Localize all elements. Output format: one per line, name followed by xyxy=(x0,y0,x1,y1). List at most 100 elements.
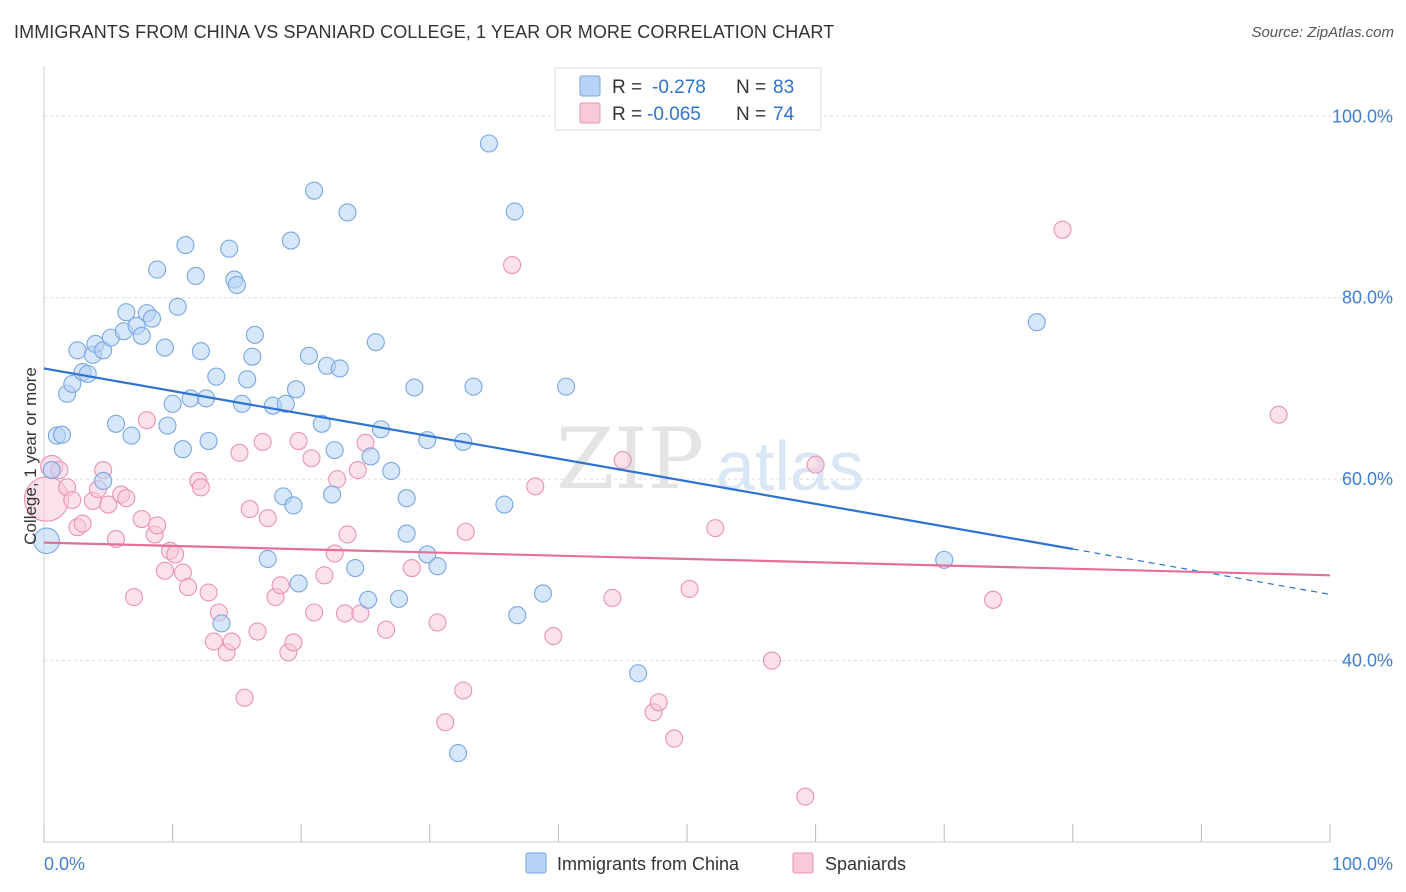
spaniard-point xyxy=(204,632,223,651)
bottom-legend-swatch-spaniards xyxy=(792,852,814,874)
legend-swatch-china xyxy=(579,75,601,97)
china-point xyxy=(479,134,499,153)
china-point xyxy=(42,461,61,480)
spaniard-point xyxy=(325,544,344,563)
china-point xyxy=(305,181,324,200)
spaniard-point xyxy=(302,449,321,468)
spaniard-point xyxy=(526,477,545,496)
china-point xyxy=(629,664,648,683)
spaniard-point xyxy=(338,525,357,544)
china-point xyxy=(243,347,262,366)
x-tick-label: 100.0% xyxy=(1332,854,1393,874)
y-tick-label: 100.0% xyxy=(1332,106,1393,126)
spaniard-point xyxy=(680,579,699,598)
china-point xyxy=(325,441,344,460)
spaniard-point xyxy=(137,411,156,430)
china-point xyxy=(359,590,378,609)
china-point xyxy=(155,338,174,357)
china-point xyxy=(117,303,136,322)
tick-labels: 100.0% 80.0% 60.0% 40.0% 0.0% 100.0% xyxy=(44,106,1393,874)
china-point xyxy=(397,489,416,508)
axes xyxy=(43,66,1331,843)
spaniard-point xyxy=(248,622,267,641)
china-point xyxy=(428,557,447,576)
china-point xyxy=(495,495,514,514)
spaniard-point xyxy=(235,688,254,707)
spaniard-point xyxy=(436,713,455,732)
china-point xyxy=(284,496,303,515)
bottom-legend-label-spaniards: Spaniards xyxy=(825,854,906,874)
bottom-legend-swatch-china xyxy=(525,852,547,874)
spaniard-point xyxy=(315,566,334,585)
china-point xyxy=(94,471,113,491)
china-point xyxy=(68,341,87,360)
china-point xyxy=(330,359,349,378)
spaniard-point xyxy=(544,627,563,646)
spaniard-point xyxy=(222,632,241,651)
spaniard-point xyxy=(454,681,473,700)
spaniard-point xyxy=(348,461,367,480)
china-point xyxy=(52,425,72,444)
china-point xyxy=(299,346,318,365)
legend-n-label-spaniards: N = xyxy=(736,104,766,125)
bottom-legend-label-china: Immigrants from China xyxy=(557,854,740,874)
china-point xyxy=(199,431,218,451)
china-point xyxy=(935,550,954,569)
grid-lines xyxy=(44,115,1392,662)
china-point xyxy=(186,266,205,285)
china-point xyxy=(449,744,468,763)
china-point xyxy=(397,524,416,543)
spaniard-point xyxy=(305,603,324,622)
spaniard-point xyxy=(284,633,303,652)
china-point xyxy=(163,394,182,413)
china-point xyxy=(281,231,300,250)
spaniard-point xyxy=(665,729,684,748)
legend: R = -0.278 N = 83 R = -0.065 N = 74 xyxy=(554,67,822,131)
china-point xyxy=(220,239,239,258)
china-point xyxy=(346,558,365,578)
spaniard-point xyxy=(99,495,118,514)
china-point xyxy=(227,275,246,295)
china-point xyxy=(289,574,308,593)
legend-swatch-spaniards xyxy=(579,102,601,124)
china-point xyxy=(33,527,60,555)
china-point xyxy=(106,414,126,433)
legend-r-value-spaniards: -0.065 xyxy=(647,104,701,125)
spaniard-point xyxy=(402,558,421,578)
spaniard-point xyxy=(117,489,136,508)
y-tick-label: 60.0% xyxy=(1342,469,1393,489)
spaniard-point xyxy=(649,693,668,712)
spaniard-point xyxy=(613,451,632,470)
spaniard-point xyxy=(806,455,825,474)
china-point xyxy=(533,584,553,603)
spaniard-point xyxy=(335,604,354,623)
spaniard-point xyxy=(503,256,522,275)
china-point xyxy=(312,414,331,433)
spaniard-point xyxy=(258,509,277,528)
china-point xyxy=(382,461,401,481)
spaniard-point xyxy=(428,613,447,632)
china-point xyxy=(508,606,527,625)
china-point xyxy=(132,326,151,345)
china-point xyxy=(389,589,408,608)
china-point xyxy=(142,309,162,328)
spaniard-point xyxy=(762,651,781,670)
spaniard-point xyxy=(132,510,151,529)
spaniard-point xyxy=(984,590,1003,609)
china-point xyxy=(238,370,257,389)
trend-lines xyxy=(43,367,1331,595)
china-point xyxy=(212,614,231,633)
china-point xyxy=(173,440,192,459)
spaniard-point xyxy=(1269,405,1288,424)
spaniard-point xyxy=(73,514,92,533)
spaniards-points xyxy=(23,220,1288,806)
spaniard-point xyxy=(124,588,144,607)
x-tick-label: 0.0% xyxy=(44,854,85,874)
china-trend-line xyxy=(43,367,1073,551)
spaniard-point xyxy=(166,545,185,564)
spaniard-point xyxy=(253,432,272,452)
legend-r-label-spaniards: R = xyxy=(612,104,642,125)
legend-r-label-china: R = xyxy=(612,77,642,98)
china-point xyxy=(176,236,195,255)
